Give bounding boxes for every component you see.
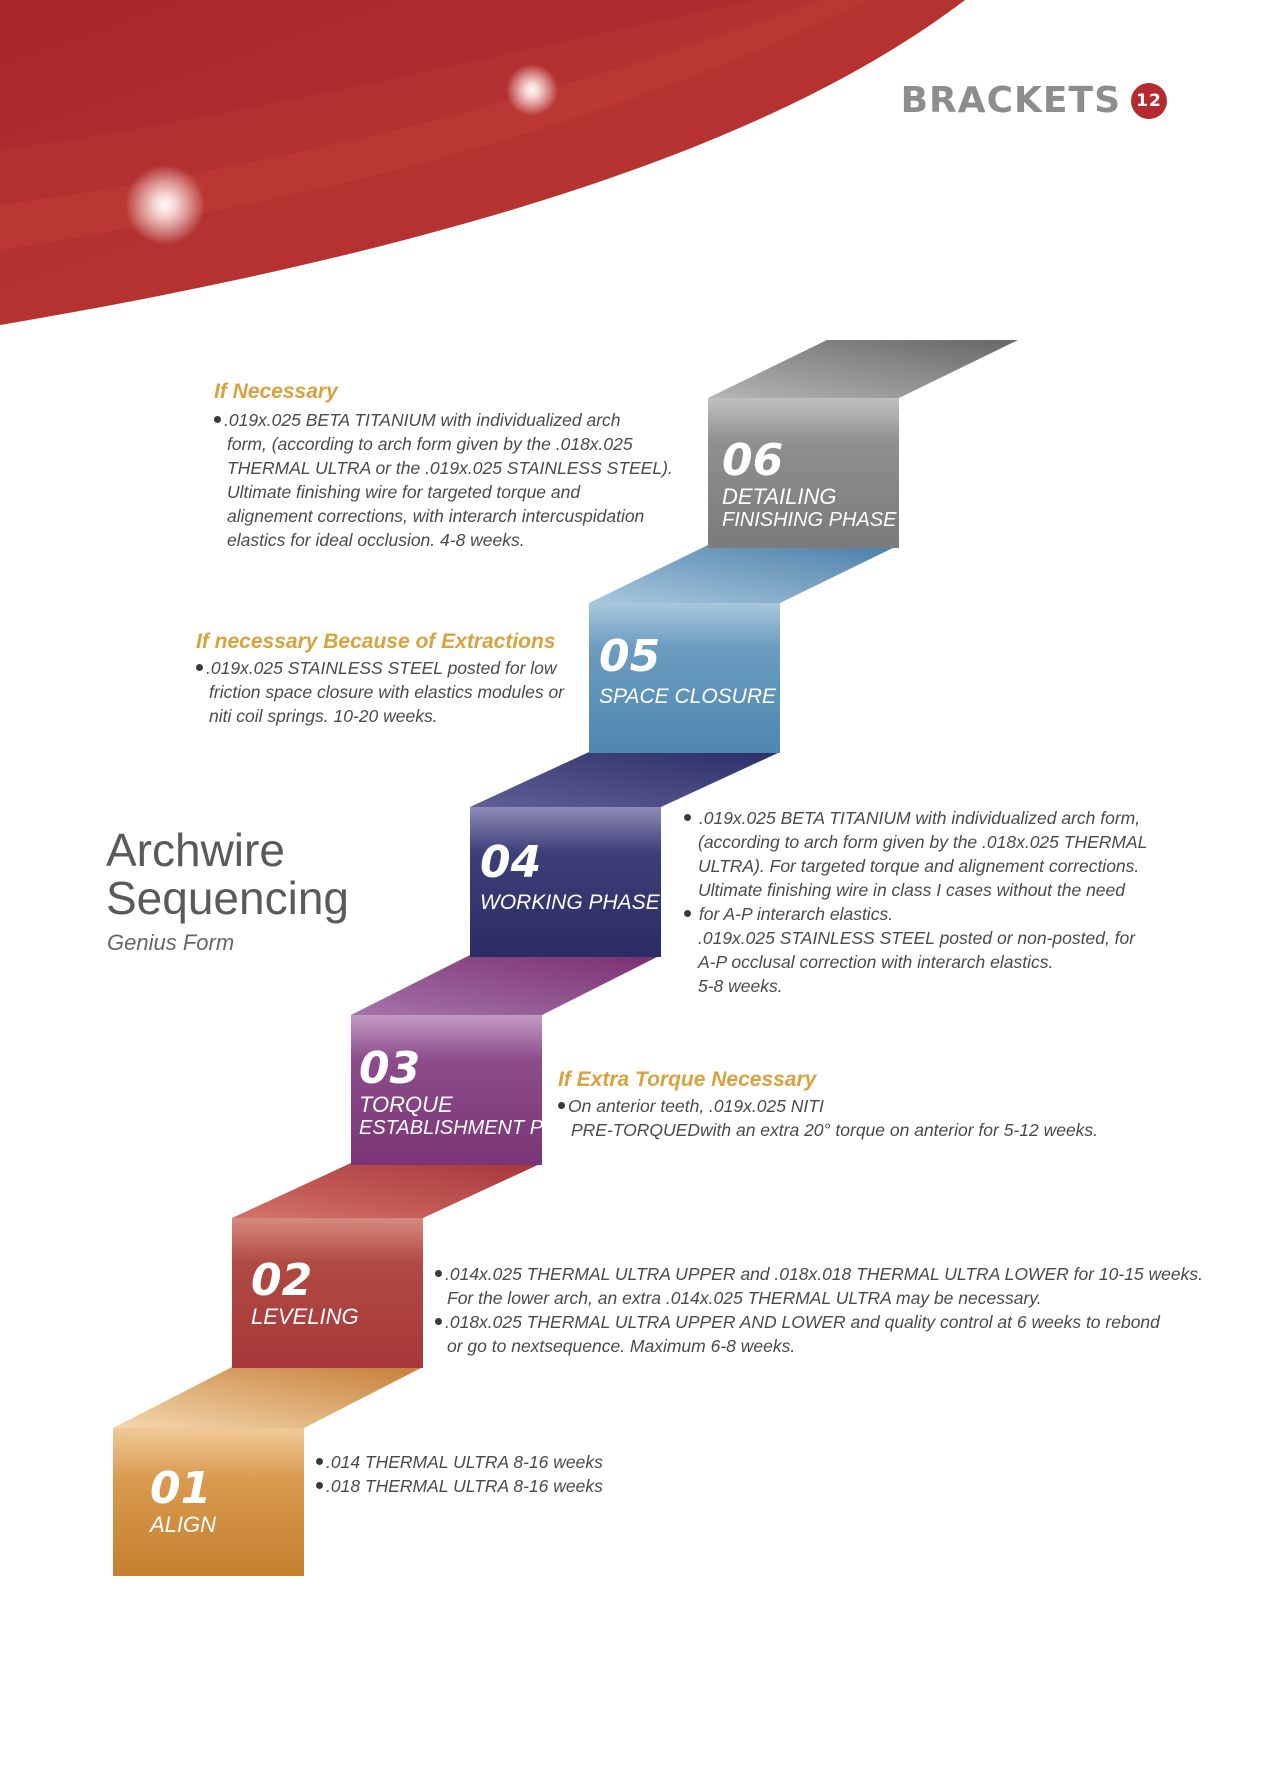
step-03: 03 TORQUE ESTABLISHMENT PHASE bbox=[359, 1043, 598, 1140]
note-line: .018x.025 THERMAL ULTRA UPPER AND LOWER … bbox=[435, 1310, 1203, 1334]
section-header: BRACKETS 12 bbox=[901, 80, 1167, 121]
note-05-text: .019x.025 STAINLESS STEEL posted for low… bbox=[196, 656, 564, 728]
red-banner bbox=[0, 0, 965, 325]
note-03-heading: If Extra Torque Necessary bbox=[558, 1068, 817, 1091]
step-label: TORQUE bbox=[359, 1092, 453, 1117]
step-number: 06 bbox=[722, 435, 784, 486]
title-line-2: Sequencing bbox=[106, 872, 349, 924]
step-01: 01 ALIGN bbox=[150, 1463, 217, 1538]
page-number-badge: 12 bbox=[1131, 82, 1167, 119]
note-line: 5-8 weeks. bbox=[698, 976, 783, 996]
note-line: niti coil springs. 10-20 weeks. bbox=[209, 706, 438, 726]
note-04-text: .019x.025 BETA TITANIUM with individuali… bbox=[684, 806, 1147, 998]
bullet-icon bbox=[684, 813, 691, 821]
bullet-icon bbox=[316, 1481, 323, 1489]
note-line: friction space closure with elastics mod… bbox=[209, 682, 565, 702]
page-subtitle: Genius Form bbox=[107, 930, 235, 955]
note-line: form, (according to arch form given by t… bbox=[227, 434, 633, 454]
step-number: 04 bbox=[480, 837, 542, 888]
note-02-text: .014x.025 THERMAL ULTRA UPPER and .018x.… bbox=[435, 1262, 1203, 1358]
step-number: 05 bbox=[599, 631, 661, 682]
bullet-icon bbox=[435, 1317, 442, 1325]
note-06-text: .019x.025 BETA TITANIUM with individuali… bbox=[214, 408, 673, 552]
step-number: 03 bbox=[359, 1043, 421, 1094]
note-line: .018 THERMAL ULTRA 8-16 weeks bbox=[316, 1474, 603, 1498]
step-label: WORKING PHASE bbox=[480, 891, 660, 914]
note-line: A-P occlusal correction with interarch e… bbox=[698, 952, 1054, 972]
note-05-heading: If necessary Because of Extractions bbox=[196, 630, 556, 653]
step-02: 02 LEVELING bbox=[251, 1255, 359, 1330]
step-label-secondary: FINISHING PHASE bbox=[722, 509, 897, 531]
note-line: Ultimate finishing wire for targeted tor… bbox=[227, 482, 581, 502]
step-label-secondary: ESTABLISHMENT PHASE bbox=[359, 1117, 598, 1139]
step-label: SPACE CLOSURE bbox=[599, 685, 776, 708]
note-line: or go to nextsequence. Maximum 6-8 weeks… bbox=[447, 1336, 796, 1356]
bullet-icon bbox=[214, 415, 221, 423]
bullet-icon bbox=[316, 1457, 323, 1465]
bullet-icon bbox=[558, 1101, 565, 1109]
note-line: .019x.025 BETA TITANIUM with individuali… bbox=[214, 408, 673, 432]
note-line: THERMAL ULTRA or the .019x.025 STAINLESS… bbox=[227, 458, 673, 478]
note-06-heading: If Necessary bbox=[214, 380, 338, 403]
title-line-1: Archwire bbox=[106, 824, 285, 876]
bullet-icon bbox=[684, 909, 691, 917]
note-01-text: .014 THERMAL ULTRA 8-16 weeks .018 THERM… bbox=[316, 1450, 603, 1498]
step-number: 02 bbox=[251, 1255, 313, 1306]
stair-treads bbox=[113, 340, 1018, 1428]
step-04: 04 WORKING PHASE bbox=[480, 840, 660, 915]
note-line: alignement corrections, with interarch i… bbox=[227, 506, 645, 526]
step-label: ALIGN bbox=[150, 1512, 217, 1537]
note-line: On anterior teeth, .019x.025 NITI bbox=[558, 1094, 1098, 1118]
stair-risers bbox=[113, 398, 899, 1576]
step-number: 01 bbox=[150, 1463, 212, 1514]
bullet-icon bbox=[196, 663, 203, 671]
section-title: BRACKETS bbox=[900, 80, 1121, 121]
note-03-text: On anterior teeth, .019x.025 NITI PRE-TO… bbox=[558, 1094, 1098, 1142]
note-line: elastics for ideal occlusion. 4-8 weeks. bbox=[227, 530, 525, 550]
step-label: LEVELING bbox=[251, 1304, 359, 1329]
step-05: 05 SPACE CLOSURE bbox=[599, 634, 776, 709]
note-line: .014x.025 THERMAL ULTRA UPPER and .018x.… bbox=[435, 1262, 1203, 1286]
note-line: .014 THERMAL ULTRA 8-16 weeks bbox=[316, 1450, 603, 1474]
note-line: .019x.025 BETA TITANIUM with individuali… bbox=[684, 806, 1147, 830]
note-line: .019x.025 STAINLESS STEEL posted for low bbox=[196, 656, 564, 680]
step-label: DETAILING bbox=[722, 484, 837, 509]
step-06: 06 DETAILING FINISHING PHASE bbox=[722, 435, 897, 532]
note-line: PRE-TORQUEDwith an extra 20° torque on a… bbox=[571, 1120, 1099, 1140]
note-line: Ultimate finishing wire in class I cases… bbox=[698, 880, 1126, 900]
page-title: Archwire Sequencing bbox=[106, 826, 349, 922]
bullet-icon bbox=[435, 1269, 442, 1277]
note-line: (according to arch form given by the .01… bbox=[698, 832, 1148, 852]
note-line: For the lower arch, an extra .014x.025 T… bbox=[447, 1288, 1042, 1308]
note-line: ULTRA). For targeted torque and aligneme… bbox=[698, 856, 1140, 876]
note-line: .019x.025 STAINLESS STEEL posted or non-… bbox=[698, 928, 1136, 948]
note-line: for A-P interarch elastics. bbox=[684, 902, 1147, 926]
